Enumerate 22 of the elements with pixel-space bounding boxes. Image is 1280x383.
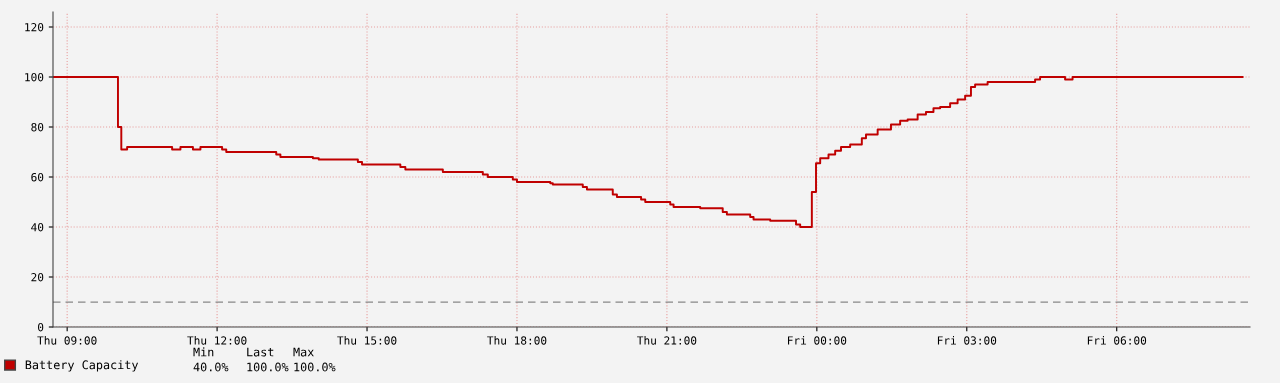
x-tick-label: Thu 18:00 <box>487 336 547 345</box>
text: 100.0% <box>247 362 289 372</box>
y-tick-label: 120 <box>25 23 44 32</box>
legend-label: Battery Capacity <box>25 360 139 372</box>
text: 40.0% <box>193 362 229 372</box>
x-tick-label: Fri 03:00 <box>937 336 997 345</box>
text: 100.0% <box>294 362 336 372</box>
y-tick-label: 20 <box>31 273 44 282</box>
y-tick-label: 80 <box>31 123 44 132</box>
text: Last <box>247 347 274 357</box>
x-tick-label: Fri 00:00 <box>788 336 847 345</box>
x-tick-label: Thu 21:00 <box>637 336 697 345</box>
x-tick-label: Fri 06:00 <box>1087 336 1147 345</box>
x-tick-label: Thu 12:00 <box>187 336 247 345</box>
x-tick-label: Thu 15:00 <box>337 336 397 345</box>
x-tick-label: Thu 09:00 <box>37 336 97 345</box>
y-tick-label: 100 <box>25 73 44 82</box>
y-tick-label: 0 <box>38 323 44 332</box>
y-tick-label: 60 <box>31 173 44 182</box>
text: Min <box>193 347 214 357</box>
y-tick-label: 40 <box>31 223 44 232</box>
text: Max <box>293 347 314 357</box>
